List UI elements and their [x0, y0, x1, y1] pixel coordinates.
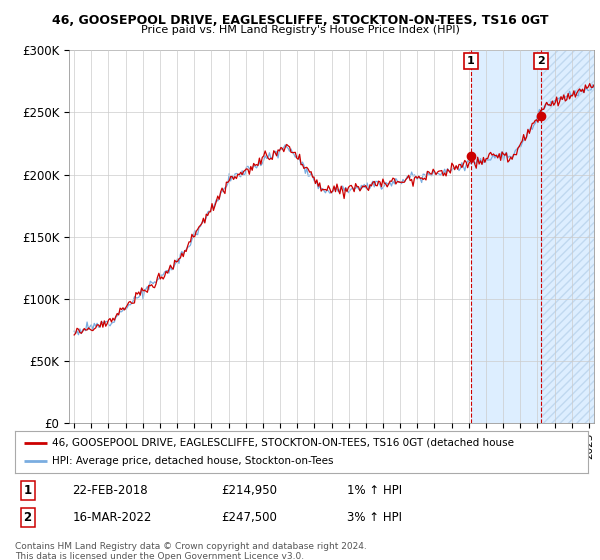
Bar [471, 50, 541, 423]
Text: 1: 1 [467, 56, 475, 66]
Text: 1: 1 [23, 484, 32, 497]
Text: 2: 2 [23, 511, 32, 524]
Text: Contains HM Land Registry data © Crown copyright and database right 2024.
This d: Contains HM Land Registry data © Crown c… [15, 542, 367, 560]
Bar [541, 50, 594, 423]
Text: 2: 2 [537, 56, 545, 66]
Text: £247,500: £247,500 [221, 511, 277, 524]
Text: 16-MAR-2022: 16-MAR-2022 [73, 511, 152, 524]
Text: HPI: Average price, detached house, Stockton-on-Tees: HPI: Average price, detached house, Stoc… [52, 456, 334, 466]
Text: £214,950: £214,950 [221, 484, 277, 497]
Text: 46, GOOSEPOOL DRIVE, EAGLESCLIFFE, STOCKTON-ON-TEES, TS16 0GT: 46, GOOSEPOOL DRIVE, EAGLESCLIFFE, STOCK… [52, 14, 548, 27]
Text: 22-FEB-2018: 22-FEB-2018 [73, 484, 148, 497]
Text: 3% ↑ HPI: 3% ↑ HPI [347, 511, 403, 524]
Text: Price paid vs. HM Land Registry's House Price Index (HPI): Price paid vs. HM Land Registry's House … [140, 25, 460, 35]
Text: 1% ↑ HPI: 1% ↑ HPI [347, 484, 403, 497]
Text: 46, GOOSEPOOL DRIVE, EAGLESCLIFFE, STOCKTON-ON-TEES, TS16 0GT (detached house: 46, GOOSEPOOL DRIVE, EAGLESCLIFFE, STOCK… [52, 438, 514, 448]
